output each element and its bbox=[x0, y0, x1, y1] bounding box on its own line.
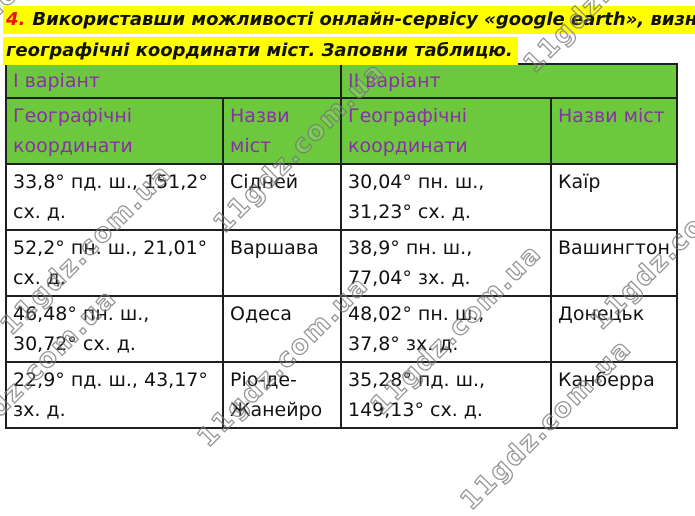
table-row: 22,9° пд. ш., 43,17° зх. д. Ріо-де- Жане… bbox=[5, 361, 678, 429]
cell-coords-v1-r1: 33,8° пд. ш., 151,2° сх. д. bbox=[5, 163, 224, 231]
column-header-row: Географічні координати Назви міст Геогра… bbox=[5, 97, 678, 165]
task-statement: 4. Використавши можливості онлайн-сервісу… bbox=[3, 6, 695, 68]
cell-city-v1-r3: Одеса bbox=[222, 295, 342, 363]
cell-coords-v1-r4: 22,9° пд. ш., 43,17° зх. д. bbox=[5, 361, 224, 429]
task-text-line-2: географічні координати міст. Заповни таб… bbox=[6, 40, 513, 61]
variant-2-header: ІІ варіант bbox=[340, 63, 678, 99]
column-header-cities-1: Назви міст bbox=[222, 97, 342, 165]
cell-city-v1-r1: Сідней bbox=[222, 163, 342, 231]
cell-city-v2-r2: Вашингтон bbox=[550, 229, 678, 297]
cell-city-v2-r4: Канберра bbox=[550, 361, 678, 429]
table-row: 52,2° пн. ш., 21,01° сх. д. Варшава 38,9… bbox=[5, 229, 678, 297]
variant-1-header: І варіант bbox=[5, 63, 342, 99]
task-number: 4. bbox=[6, 9, 26, 30]
cell-city-v2-r1: Каїр bbox=[550, 163, 678, 231]
variant-header-row: І варіант ІІ варіант bbox=[5, 63, 678, 99]
cell-coords-v2-r1: 30,04° пн. ш., 31,23° сх. д. bbox=[340, 163, 552, 231]
cell-city-v1-r4: Ріо-де- Жанейро bbox=[222, 361, 342, 429]
task-text-line-1: Використавши можливості онлайн-сервісу «… bbox=[32, 9, 695, 30]
cell-coords-v2-r4: 35,28° пд. ш., 149,13° сх. д. bbox=[340, 361, 552, 429]
cell-city-v2-r3: Донецьк bbox=[550, 295, 678, 363]
task-line-1: 4. Використавши можливості онлайн-сервісу… bbox=[3, 6, 695, 34]
cell-coords-v1-r2: 52,2° пн. ш., 21,01° сх. д. bbox=[5, 229, 224, 297]
cell-coords-v2-r2: 38,9° пн. ш., 77,04° зх. д. bbox=[340, 229, 552, 297]
cell-city-v1-r2: Варшава bbox=[222, 229, 342, 297]
table-row: 46,48° пн. ш., 30,72° сх. д. Одеса 48,02… bbox=[5, 295, 678, 363]
cell-coords-v2-r3: 48,02° пн. ш., 37,8° зх. д. bbox=[340, 295, 552, 363]
task-line-2: географічні координати міст. Заповни таб… bbox=[3, 37, 518, 65]
cell-coords-v1-r3: 46,48° пн. ш., 30,72° сх. д. bbox=[5, 295, 224, 363]
column-header-cities-2: Назви міст bbox=[550, 97, 678, 165]
coordinates-table: І варіант ІІ варіант Географічні координ… bbox=[5, 63, 678, 429]
column-header-coords-2: Географічні координати bbox=[340, 97, 552, 165]
table-row: 33,8° пд. ш., 151,2° сх. д. Сідней 30,04… bbox=[5, 163, 678, 231]
column-header-coords-1: Географічні координати bbox=[5, 97, 224, 165]
